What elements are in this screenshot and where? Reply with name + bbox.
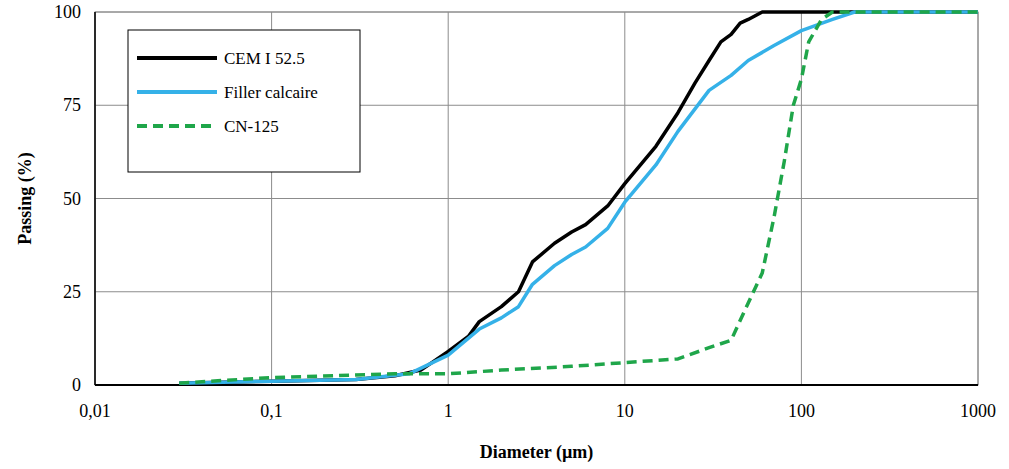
y-tick-label: 0 (72, 375, 81, 395)
plot-frame (95, 12, 978, 385)
grid (95, 12, 978, 385)
series-line (179, 12, 978, 383)
x-grid-line (95, 12, 96, 385)
y-tick-label: 100 (54, 2, 81, 22)
series-group (179, 12, 978, 383)
series-line (179, 12, 978, 383)
y-tick-label: 75 (63, 95, 81, 115)
x-tick-label: 1 (444, 401, 453, 421)
y-grid-line (95, 198, 978, 199)
chart: 0,01 0,1 1 10 100 1000 0 25 50 75 100 Diameter (µm)… (0, 0, 1009, 469)
y-grid-line (95, 291, 978, 292)
series-line (179, 12, 978, 383)
legend-label: Filler calcaire (224, 83, 318, 102)
x-axis-line (95, 384, 978, 386)
legend-box (128, 30, 360, 172)
x-tick-label: 0,1 (260, 401, 283, 421)
legend: CEM I 52.5 Filler calcaire CN-125 (128, 30, 360, 172)
x-tick-label: 0,01 (79, 401, 111, 421)
legend-label: CN-125 (224, 117, 279, 136)
legend-swatch (137, 56, 217, 60)
legend-swatch (137, 90, 217, 94)
x-axis-title: Diameter (µm) (480, 442, 593, 463)
legend-swatch (137, 124, 217, 128)
x-tick-label: 10 (616, 401, 634, 421)
x-tick-label: 1000 (960, 401, 996, 421)
y-grid-line (95, 385, 978, 386)
y-axis-title: Passing (%) (15, 152, 36, 245)
y-tick-label: 50 (63, 189, 81, 209)
x-tick-label: 100 (788, 401, 815, 421)
y-axis-line (94, 12, 96, 385)
legend-label: CEM I 52.5 (224, 49, 305, 68)
y-tick-label: 25 (63, 282, 81, 302)
